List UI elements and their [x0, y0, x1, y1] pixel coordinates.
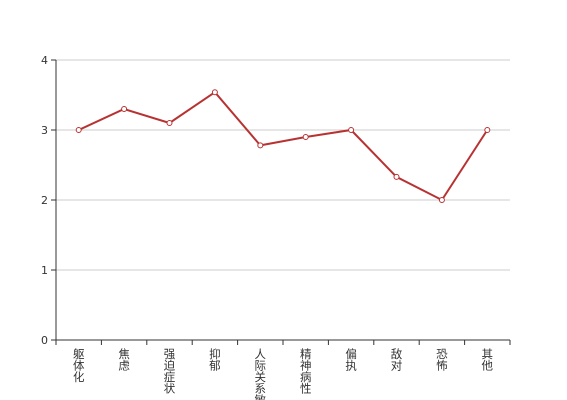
- y-tick-label: 1: [41, 264, 48, 277]
- point: [75, 127, 82, 133]
- point: [257, 142, 264, 149]
- point: [302, 134, 309, 140]
- y-tick-label: 3: [41, 124, 48, 137]
- x-tick-label: 躯体化: [72, 348, 86, 383]
- x-tick-label: 强迫症状: [163, 348, 177, 394]
- point: [393, 173, 400, 180]
- point: [438, 197, 445, 203]
- x-tick-label: 恐怖: [435, 348, 449, 371]
- point: [484, 127, 491, 133]
- y-tick-label: 4: [41, 54, 48, 67]
- y-tick-label: 0: [41, 334, 48, 347]
- x-tick-label: 抑郁: [208, 347, 222, 371]
- x-tick-label: 其他: [480, 348, 494, 371]
- line: [78, 90, 489, 202]
- x-tick-label: 偏执: [344, 347, 358, 372]
- point: [348, 127, 355, 133]
- x-tick-label: 人际关系敏感: [253, 348, 267, 400]
- x-tick-label: 焦虑: [117, 348, 131, 371]
- y-tick-label: 2: [41, 194, 48, 207]
- point: [166, 120, 173, 126]
- x-tick-label: 精神病性: [299, 348, 313, 395]
- x-tick-label: 敌对: [390, 347, 404, 371]
- point: [211, 89, 218, 96]
- point: [121, 106, 128, 112]
